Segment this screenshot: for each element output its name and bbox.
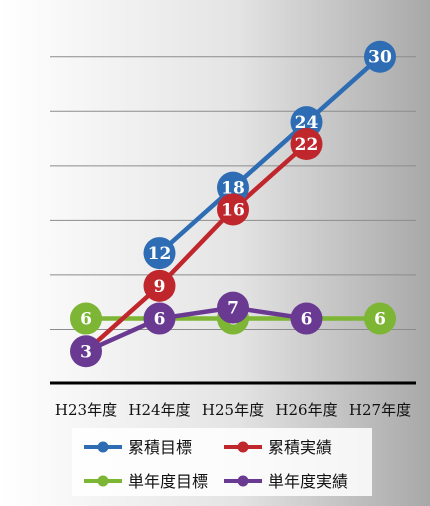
legend-swatch-marker [237, 475, 249, 487]
legend-box [72, 428, 372, 496]
data-label: 12 [148, 244, 172, 264]
x-tick-labels: H23年度 H24年度 H25年度 H26年度 H27年度 [55, 401, 411, 419]
x-tick-label: H23年度 [55, 401, 117, 419]
data-label: 6 [374, 310, 386, 330]
data-point-marker [217, 193, 249, 226]
legend-swatch-marker [97, 441, 109, 453]
data-label: 30 [368, 48, 392, 68]
series-lines: 12182430666916223676 [70, 40, 396, 368]
data-label: 9 [154, 277, 166, 297]
data-point-marker [217, 291, 249, 324]
data-label: 24 [295, 113, 319, 133]
x-tick-label: H26年度 [275, 401, 337, 419]
series-line [83, 305, 309, 354]
legend-label: 単年度実績 [268, 472, 348, 491]
legend-item: 累積目標 [84, 438, 192, 457]
data-label: 7 [227, 299, 239, 319]
legend-label: 累積実績 [268, 438, 332, 457]
data-label: 6 [80, 310, 92, 330]
x-tick-label: H27年度 [349, 401, 411, 419]
data-point-marker [143, 269, 176, 302]
legend-item: 累積実績 [224, 438, 332, 457]
legend-item: 単年度実績 [224, 472, 348, 491]
x-tick-label: H24年度 [128, 401, 190, 419]
data-point-marker [290, 128, 323, 160]
data-point-marker [364, 302, 396, 335]
data-label: 6 [154, 310, 166, 330]
data-point-marker [143, 237, 176, 270]
legend-swatch-marker [237, 441, 249, 453]
legend-label: 単年度目標 [128, 472, 208, 491]
data-point-marker [143, 302, 176, 335]
data-point-marker [70, 302, 102, 335]
data-point-marker [290, 302, 323, 335]
legend-swatch-marker [97, 475, 109, 487]
data-label: 22 [295, 135, 319, 155]
data-label: 18 [221, 179, 245, 199]
data-label: 6 [301, 310, 313, 330]
series-line [157, 54, 383, 256]
legend-item: 単年度目標 [84, 472, 208, 491]
data-label: 16 [221, 200, 245, 220]
data-point-marker [70, 335, 102, 368]
legend-label: 累積目標 [128, 438, 192, 457]
x-tick-label: H25年度 [202, 401, 264, 419]
data-point-marker [364, 40, 396, 73]
data-label: 3 [80, 342, 92, 362]
series-line [83, 141, 309, 354]
